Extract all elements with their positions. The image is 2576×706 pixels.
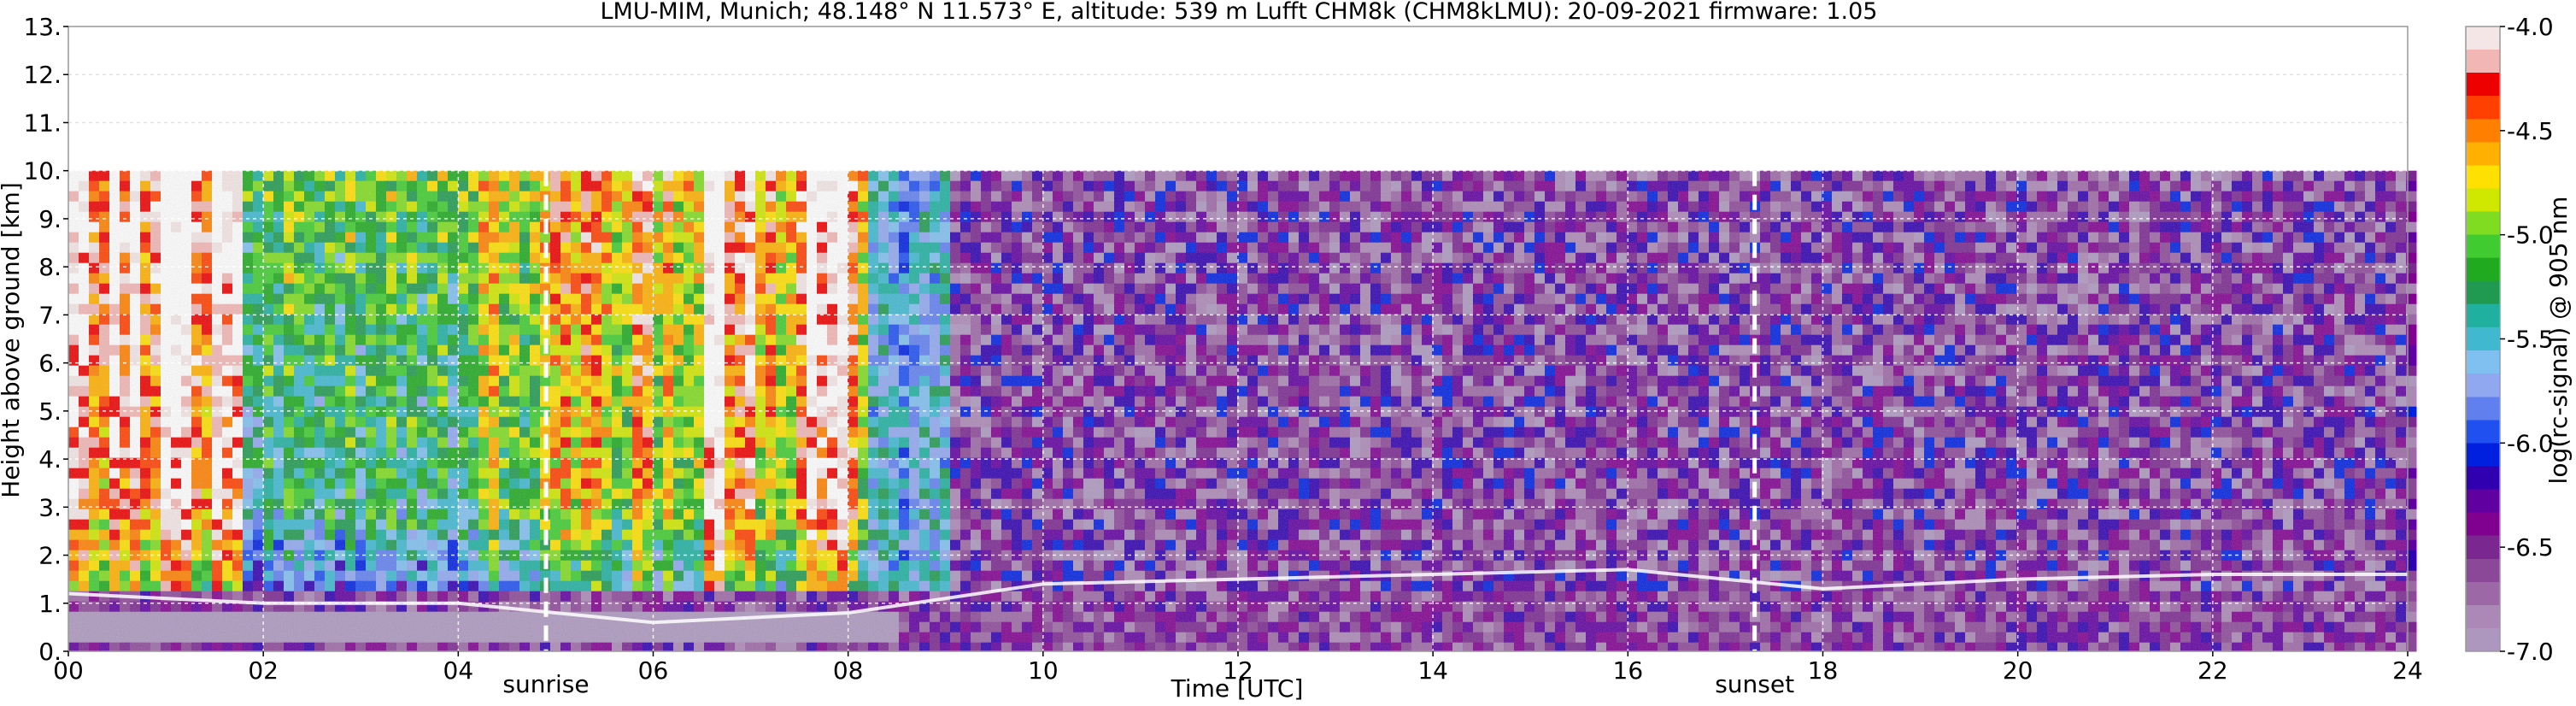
- plot-area: [67, 26, 2417, 652]
